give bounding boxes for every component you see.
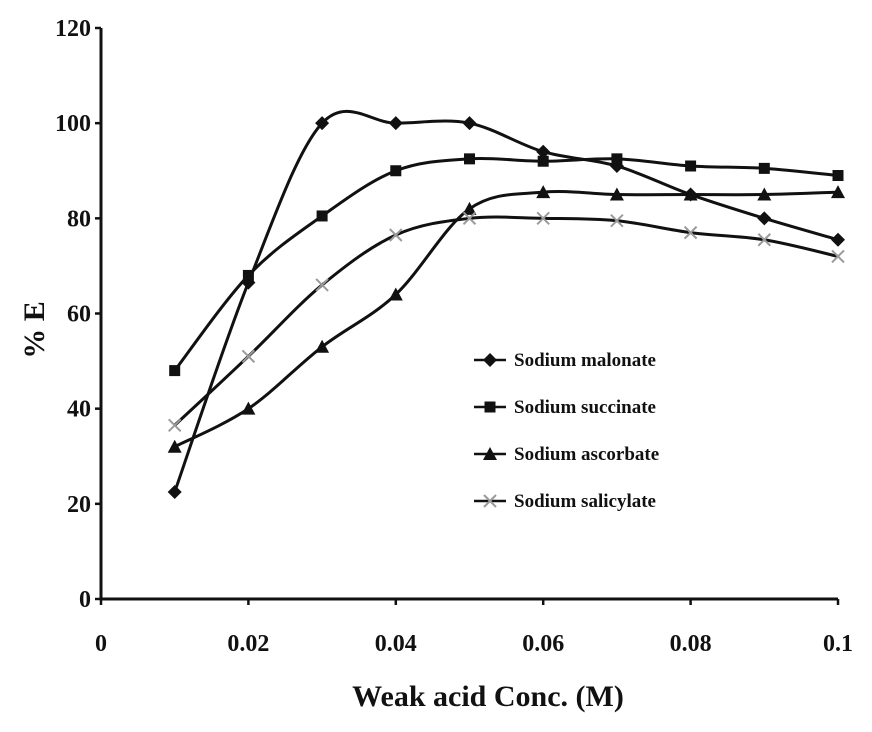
legend-marker-sodium-succinate	[484, 401, 496, 413]
sodium-ascorbate-point	[241, 401, 256, 415]
sodium-succinate-point	[242, 269, 254, 281]
y-axis-title: % E	[18, 301, 51, 359]
sodium-succinate-point	[316, 210, 328, 222]
sodium-succinate-line	[173, 157, 839, 372]
sodium-ascorbate-point	[315, 339, 330, 353]
legend-marker-sodium-malonate	[483, 353, 497, 367]
sodium-salicylate-point	[241, 349, 256, 364]
legend-label-sodium-succinate: Sodium succinate	[514, 397, 656, 418]
sodium-salicylate-point	[757, 233, 772, 247]
sodium-malonate-point	[757, 211, 772, 226]
sodium-salicylate-point	[389, 228, 403, 242]
sodium-salicylate-point	[610, 214, 624, 228]
sodium-malonate-point	[536, 144, 551, 159]
y-tick-label: 100	[55, 111, 91, 137]
series-group	[167, 109, 845, 499]
sodium-ascorbate-point	[536, 185, 551, 199]
sodium-succinate-point	[464, 153, 475, 165]
legend-label-sodium-salicylate: Sodium salicylate	[514, 491, 656, 512]
y-tick-label: 80	[67, 206, 91, 232]
x-tick-label: 0.06	[522, 631, 564, 657]
sodium-ascorbate-point	[831, 185, 845, 199]
legend-marker-sodium-ascorbate	[483, 447, 497, 460]
sodium-succinate-point	[611, 153, 623, 165]
y-tick-label: 40	[67, 397, 91, 423]
sodium-malonate-point	[388, 116, 403, 131]
x-tick-label: 0.08	[670, 631, 712, 657]
x-tick-label: 0.02	[227, 631, 269, 657]
x-tick-label: 0.04	[375, 631, 417, 657]
ticks: 0 20 40 60 80 100 120 0 0.02 0.04 0.06 0.08 0.1	[55, 16, 853, 657]
sodium-succinate-point	[832, 170, 844, 182]
x-tick-label: 0	[95, 631, 107, 657]
sodium-ascorbate-point	[683, 187, 698, 201]
sodium-salicylate-point	[831, 249, 845, 264]
sodium-succinate-point	[390, 165, 402, 177]
sodium-succinate-point	[537, 155, 549, 167]
sodium-ascorbate-line	[174, 189, 839, 449]
sodium-salicylate-point	[683, 225, 698, 240]
sodium-ascorbate-point	[167, 439, 182, 453]
legend-label-sodium-ascorbate: Sodium ascorbate	[514, 444, 659, 465]
sodium-ascorbate-point	[388, 287, 403, 301]
x-axis-title: Weak acid Conc. (M)	[352, 680, 624, 713]
legend-label-sodium-malonate: Sodium malonate	[514, 350, 656, 371]
sodium-ascorbate-point	[757, 187, 772, 201]
y-tick-label: 0	[79, 587, 91, 613]
legend-marker-sodium-salicylate	[483, 494, 497, 508]
sodium-succinate-point	[685, 160, 697, 172]
axes	[99, 28, 838, 601]
sodium-ascorbate-point	[462, 201, 477, 215]
sodium-malonate-point	[167, 484, 182, 499]
sodium-succinate-point	[758, 162, 770, 174]
sodium-salicylate-point	[167, 418, 182, 433]
y-tick-label: 120	[55, 16, 91, 42]
y-tick-label: 20	[67, 492, 91, 518]
x-tick-label: 0.1	[823, 631, 853, 657]
sodium-salicylate-point	[315, 278, 329, 292]
sodium-malonate-point	[831, 232, 845, 247]
sodium-malonate-point	[315, 116, 330, 131]
sodium-salicylate-point	[462, 211, 477, 226]
y-tick-label: 60	[67, 302, 91, 328]
legend: Sodium malonate Sodium succinate Sodium as…	[474, 350, 659, 512]
sodium-salicylate-point	[536, 211, 550, 226]
sodium-salicylate-line	[173, 215, 839, 427]
sodium-ascorbate-point	[609, 187, 624, 201]
sodium-succinate-point	[169, 365, 181, 377]
sodium-malonate-point	[462, 116, 477, 131]
